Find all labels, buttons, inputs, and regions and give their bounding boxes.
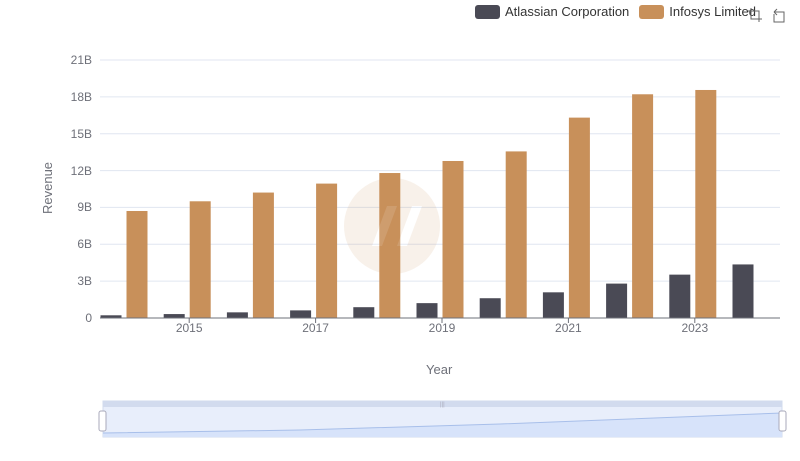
legend-label-infosys: Infosys Limited [669,4,756,19]
bar-infosys-2020[interactable] [505,151,527,318]
legend-item-atlassian[interactable]: Atlassian Corporation [475,4,629,19]
x-tick-label: 2023 [681,321,709,335]
bar-infosys-2021[interactable] [568,117,590,319]
legend-swatch-infosys [639,4,665,19]
bar-infosys-2016[interactable] [252,192,274,318]
legend-item-infosys[interactable]: Infosys Limited [639,4,756,19]
y-tick-label: 0 [85,311,92,325]
zoom-select-icon[interactable] [746,6,764,24]
y-tick-label: 3B [77,274,92,289]
y-tick-label: 18B [70,89,92,104]
chart-toolbar [746,6,794,24]
zoom-handle-left[interactable] [98,410,107,432]
y-tick-label: 6B [77,237,92,252]
zoom-grip[interactable]: ||| [440,402,445,408]
y-tick-label: 15B [70,126,92,141]
legend-swatch-atlassian [475,4,500,19]
data-zoom-slider[interactable]: ||| [98,400,787,438]
bar-atlassian-2024[interactable] [732,264,754,318]
bar-atlassian-2015[interactable] [163,314,185,318]
x-tick-label: 2015 [175,321,203,335]
zoom-handle-right[interactable] [778,410,787,432]
bar-atlassian-2017[interactable] [290,310,312,318]
x-axis-title: Year [426,362,453,377]
bars-layer [100,89,754,319]
bar-infosys-2014[interactable] [126,210,148,318]
y-tick-label: 9B [77,200,92,215]
legend: Atlassian Corporation Infosys Limited [475,4,766,19]
bar-infosys-2019[interactable] [442,160,464,318]
y-tick-label: 21B [70,53,92,67]
bar-atlassian-2019[interactable] [416,303,438,318]
grid-lines [100,59,780,282]
bar-atlassian-2014[interactable] [100,315,122,318]
bar-atlassian-2023[interactable] [669,274,691,318]
bar-infosys-2017[interactable] [316,183,338,318]
bar-infosys-2023[interactable] [695,89,717,318]
y-tick-label: 12B [70,163,92,178]
bar-atlassian-2021[interactable] [542,292,564,318]
zoom-preview-area [103,413,782,437]
restore-icon[interactable] [770,6,788,24]
bar-atlassian-2020[interactable] [479,298,501,318]
watermark-logo [342,176,442,276]
bar-atlassian-2022[interactable] [606,283,628,318]
bar-atlassian-2016[interactable] [226,312,248,318]
bar-infosys-2022[interactable] [632,94,654,318]
bar-infosys-2015[interactable] [189,201,211,318]
x-axis [100,317,780,323]
x-tick-label: 2017 [302,321,329,335]
x-tick-label: 2019 [428,321,456,335]
bar-infosys-2018[interactable] [379,173,401,318]
bar-atlassian-2018[interactable] [353,307,375,318]
legend-label-atlassian: Atlassian Corporation [505,4,630,19]
zoom-top-bar[interactable] [103,401,782,407]
zoom-preview-line [102,412,783,434]
x-tick-label: 2021 [555,321,582,335]
